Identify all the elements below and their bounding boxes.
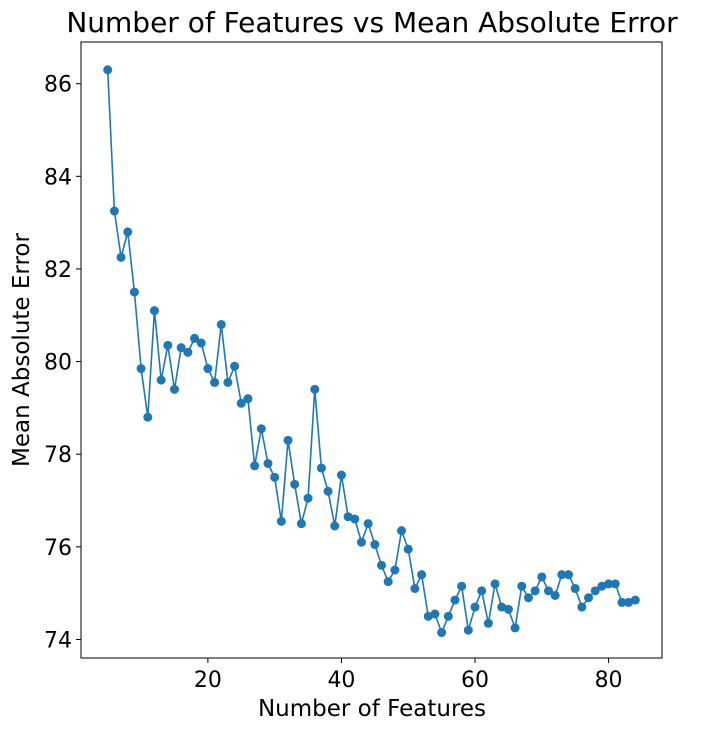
data-point: [270, 472, 280, 482]
x-axis: 20 40 60 80: [194, 658, 623, 693]
data-point: [537, 572, 547, 582]
data-point: [584, 593, 594, 603]
data-point: [290, 479, 300, 489]
data-point: [550, 590, 560, 600]
y-tick-label: 82: [44, 258, 72, 283]
data-point: [316, 463, 326, 473]
y-tick-label: 80: [44, 351, 72, 376]
y-tick-label: 76: [44, 536, 72, 561]
data-point: [230, 361, 240, 371]
data-point: [430, 609, 440, 619]
data-point: [136, 364, 146, 374]
data-point: [323, 486, 333, 496]
data-point: [437, 628, 447, 638]
x-tick-label: 60: [461, 668, 489, 693]
data-point: [604, 579, 614, 589]
data-point: [570, 584, 580, 594]
data-point: [370, 540, 380, 550]
data-point: [109, 206, 119, 216]
data-point: [457, 581, 467, 591]
data-point: [163, 340, 173, 350]
data-point: [450, 595, 460, 605]
plot-frame: [80, 41, 663, 659]
data-point: [156, 375, 166, 385]
data-point: [403, 544, 413, 554]
data-point: [517, 581, 527, 591]
data-point: [383, 577, 393, 587]
data-point: [363, 519, 373, 529]
data-point: [390, 565, 400, 575]
data-point: [169, 384, 179, 394]
data-point: [470, 602, 480, 612]
x-tick-label: 20: [194, 668, 222, 693]
data-point: [483, 618, 493, 628]
data-point: [530, 586, 540, 596]
data-point: [523, 593, 533, 603]
data-point: [250, 461, 260, 471]
data-point: [149, 306, 159, 316]
data-point: [564, 570, 574, 580]
data-point: [443, 611, 453, 621]
data-point: [350, 514, 360, 524]
data-point: [417, 570, 427, 580]
data-point: [336, 470, 346, 480]
data-point: [577, 602, 587, 612]
data-point: [196, 338, 206, 348]
data-point: [210, 377, 220, 387]
data-point: [143, 412, 153, 422]
data-point: [223, 377, 233, 387]
data-point: [203, 364, 213, 374]
data-point: [123, 227, 133, 237]
plot-area: [103, 65, 640, 638]
data-point: [356, 537, 366, 547]
y-tick-label: 84: [44, 165, 72, 190]
data-point: [236, 398, 246, 408]
data-point: [410, 584, 420, 594]
data-point: [176, 343, 186, 353]
chart-title: Number of Features vs Mean Absolute Erro…: [66, 6, 678, 39]
y-tick-label: 78: [44, 443, 72, 468]
data-point: [543, 586, 553, 596]
data-point: [190, 333, 200, 343]
data-point: [610, 579, 620, 589]
data-point: [463, 625, 473, 635]
x-tick-label: 40: [327, 668, 355, 693]
y-axis: 74 76 78 80 82 84 86: [44, 73, 81, 653]
x-tick-label: 80: [595, 668, 623, 693]
y-axis-label: Mean Absolute Error: [9, 233, 35, 467]
data-point: [310, 384, 320, 394]
data-point: [630, 595, 640, 605]
data-point: [617, 597, 627, 607]
data-point: [397, 526, 407, 536]
data-point: [216, 320, 226, 330]
data-point: [377, 560, 387, 570]
data-point: [477, 586, 487, 596]
data-point: [256, 424, 266, 434]
data-point: [243, 394, 253, 404]
data-point: [557, 570, 567, 580]
data-point: [183, 347, 193, 357]
data-point: [510, 623, 520, 633]
data-point: [330, 521, 340, 531]
data-point: [503, 604, 513, 614]
x-axis-label: Number of Features: [258, 696, 486, 722]
data-point: [296, 519, 306, 529]
data-point: [276, 516, 286, 526]
data-point: [590, 586, 600, 596]
data-point: [283, 435, 293, 445]
data-point: [116, 252, 126, 262]
data-point: [490, 579, 500, 589]
data-point: [103, 65, 113, 75]
data-point: [129, 287, 139, 297]
data-point: [303, 493, 313, 503]
data-point: [263, 458, 273, 468]
y-tick-label: 74: [44, 628, 72, 653]
y-tick-label: 86: [44, 73, 72, 98]
